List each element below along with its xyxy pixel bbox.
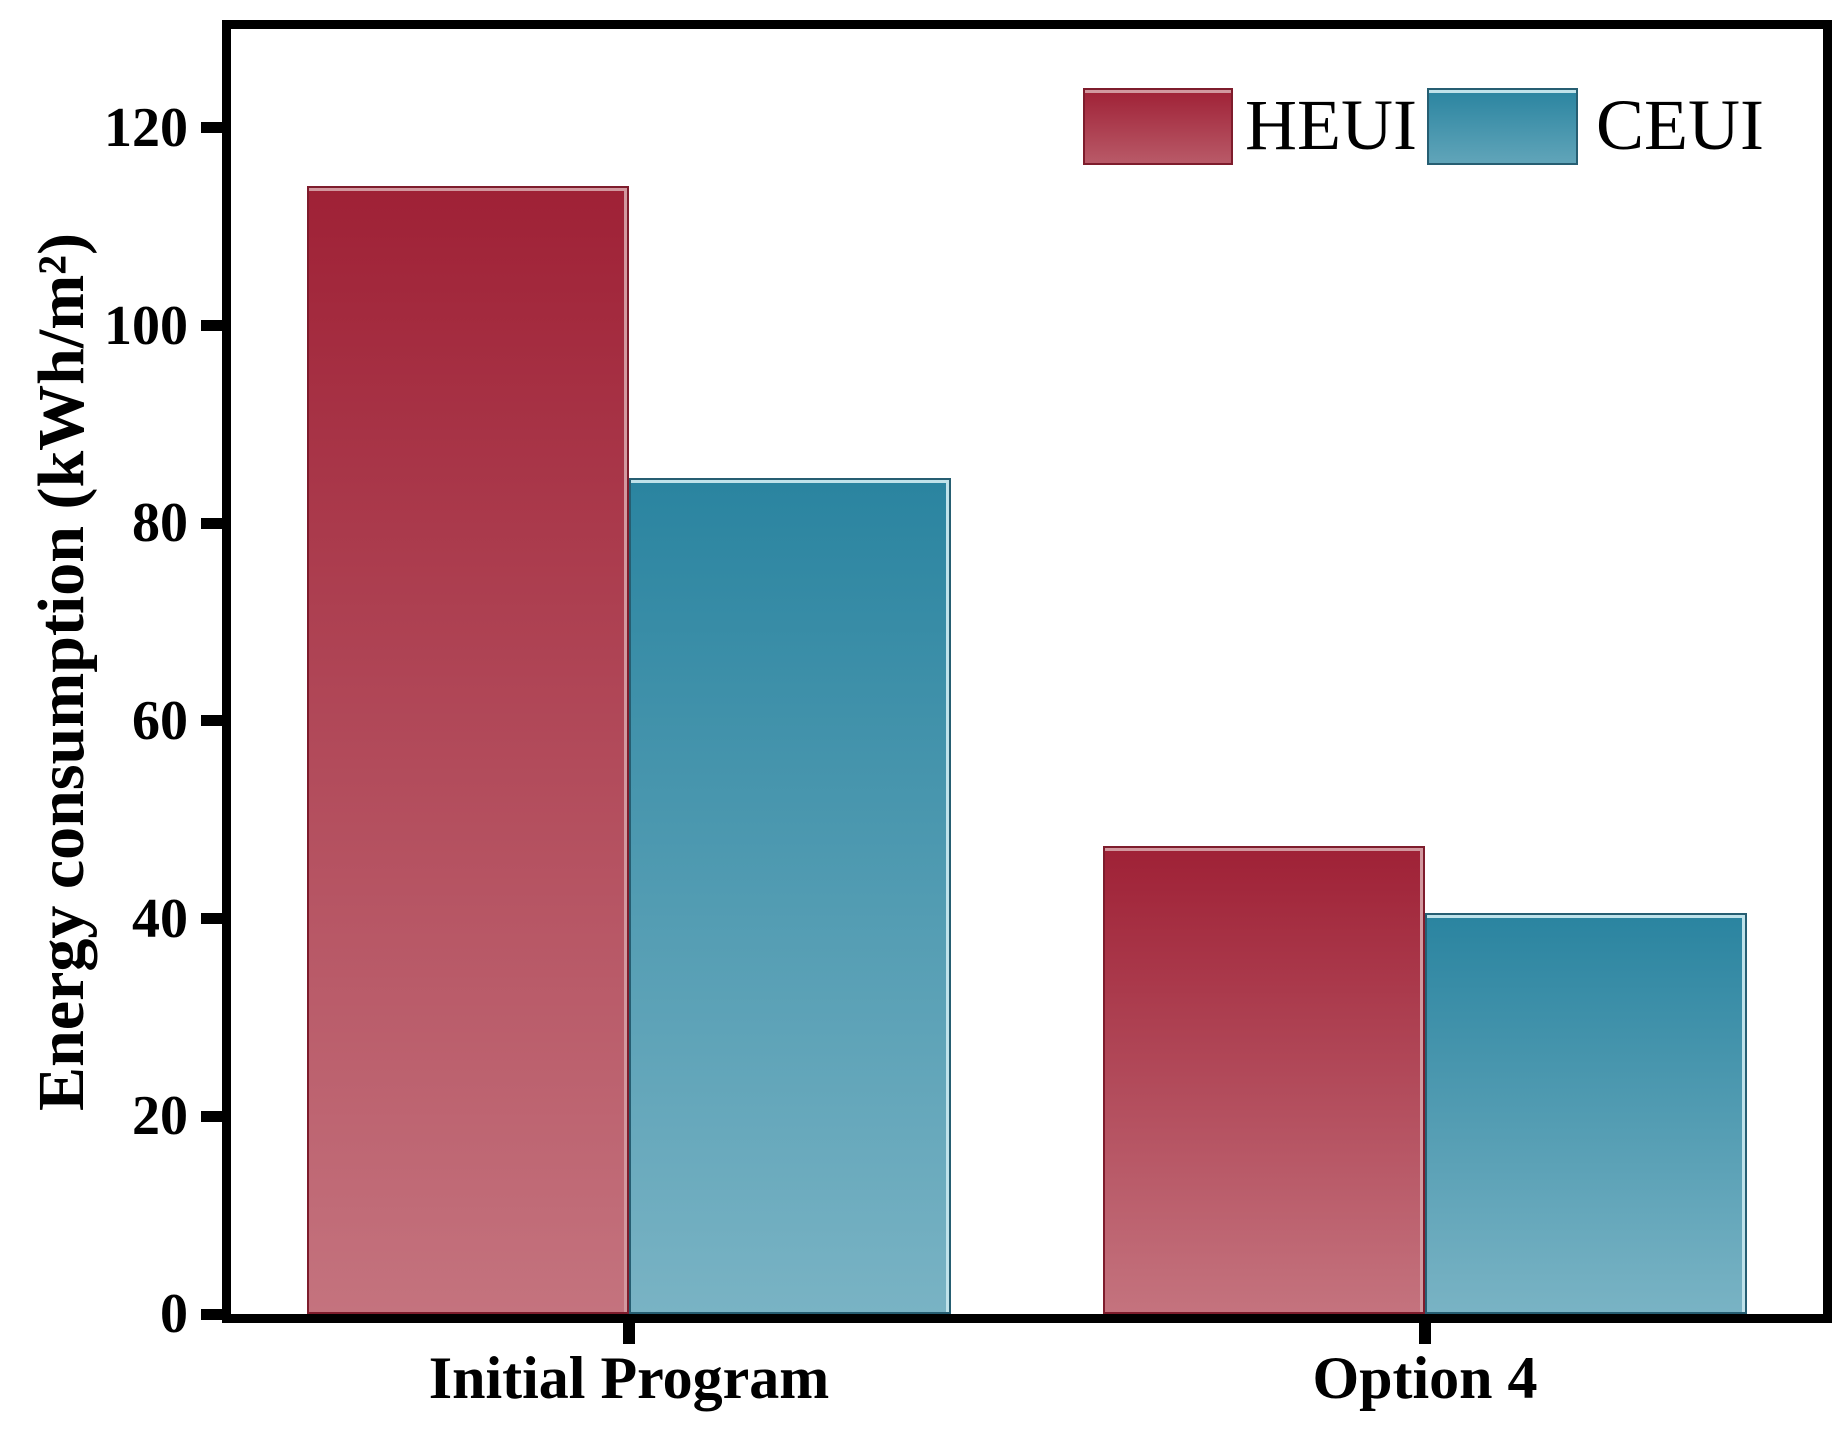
legend-label-heui: HEUI — [1245, 85, 1417, 165]
legend-swatch-heui — [1083, 88, 1233, 165]
bars-layer — [222, 20, 1832, 1323]
bar-heui-initial-program — [307, 186, 629, 1314]
y-axis-title: Energy consumption (kWh/m²) — [25, 233, 98, 1111]
bar-heui-option-4 — [1103, 846, 1425, 1314]
y-tick-label-120: 120 — [104, 96, 188, 159]
x-tick-option-4 — [1419, 1323, 1431, 1344]
legend-swatch-ceui — [1427, 88, 1578, 165]
bar-ceui-option-4 — [1425, 912, 1747, 1314]
x-tick-initial-program — [623, 1323, 635, 1344]
x-tick-label-option-4: Option 4 — [1312, 1345, 1538, 1411]
y-tick-label-0: 0 — [160, 1283, 188, 1345]
x-tick-label-initial-program: Initial Program — [428, 1345, 830, 1411]
legend-label-ceui: CEUI — [1596, 85, 1764, 165]
bar-ceui-initial-program — [629, 477, 951, 1314]
plot-area — [222, 20, 1832, 1323]
